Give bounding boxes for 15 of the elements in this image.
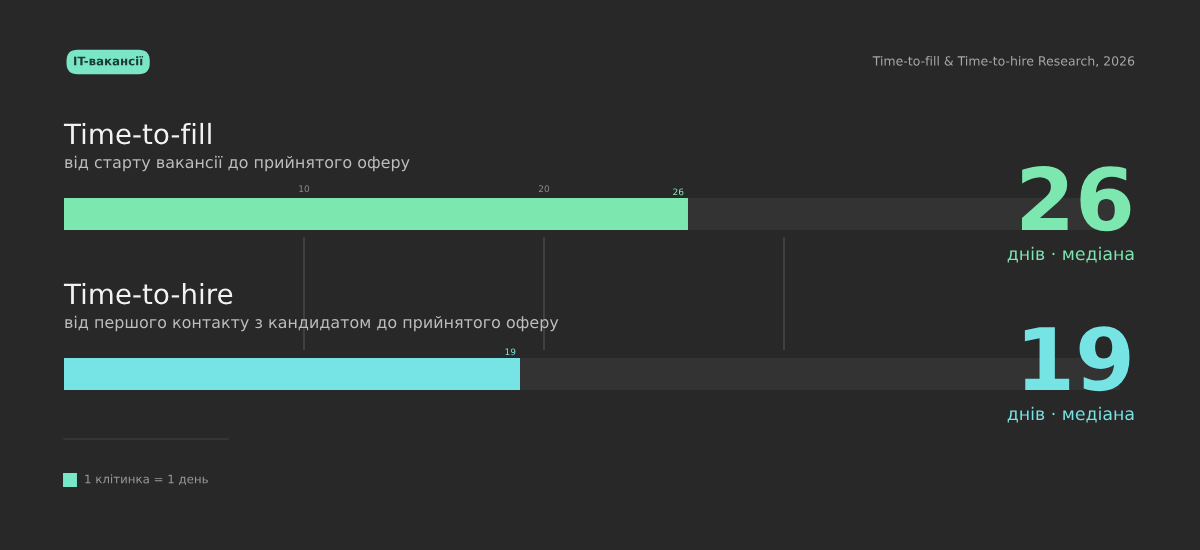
y-tick-label: Time-to-hire: [63, 282, 233, 305]
annotation: днів · медіана: [1007, 246, 1134, 263]
y-tick-label: Time-to-fill: [63, 122, 211, 145]
chart-title: IT-вакансії: [74, 56, 144, 66]
data-label: 26: [673, 188, 684, 196]
annotation: від першого контакту з кандидатом до прийнятого оферу: [65, 315, 559, 332]
text: 1 клітинка = 1 день: [85, 474, 208, 485]
data-label: 19: [505, 348, 516, 356]
annotation: від старту вакансії до прийнятого оферу: [65, 155, 410, 172]
annotation: Time-to-fill & Time-to-hire Research, 2026: [872, 55, 1135, 67]
x-tick-label: 10: [299, 185, 310, 193]
x-tick-label: 20: [538, 185, 550, 193]
text: днів · медіана: [1007, 406, 1134, 423]
text: 26: [1021, 166, 1131, 232]
text: 19: [1024, 326, 1130, 392]
